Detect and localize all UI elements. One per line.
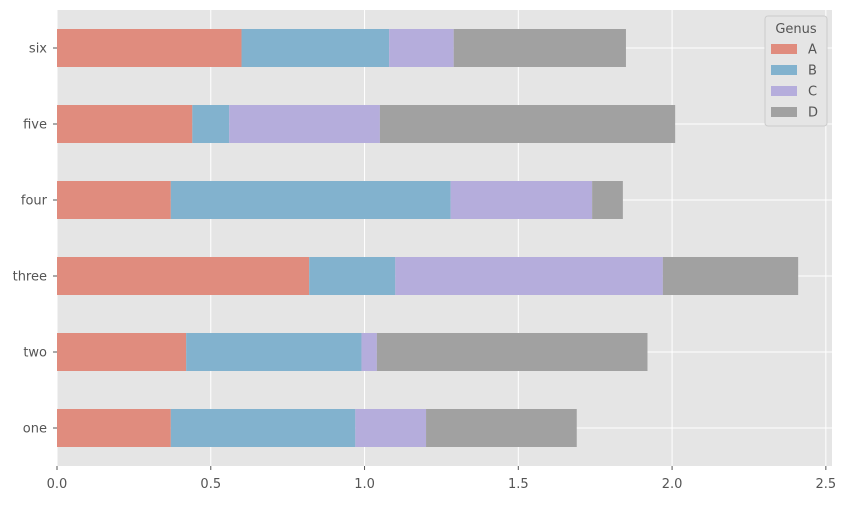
bar-one-A (57, 409, 171, 447)
bar-three-D (662, 257, 799, 295)
bar-four-D (592, 181, 623, 219)
legend-title: Genus (775, 22, 817, 37)
bar-six-B (241, 29, 390, 67)
x-tick-label: 1.0 (354, 477, 375, 492)
bar-five-B (192, 105, 230, 143)
legend-label-C: C (808, 85, 817, 100)
y-tick-label: four (21, 194, 48, 209)
bar-two-B (186, 333, 362, 371)
legend-swatch-A (771, 44, 797, 54)
bar-four-C (450, 181, 593, 219)
bar-five-A (57, 105, 193, 143)
y-tick-label: one (23, 422, 47, 437)
bars-group (57, 29, 799, 447)
bar-six-C (389, 29, 454, 67)
bar-five-C (229, 105, 380, 143)
legend-label-A: A (808, 43, 817, 58)
bar-four-A (57, 181, 171, 219)
bar-two-C (361, 333, 377, 371)
x-tick-label: 2.5 (816, 477, 837, 492)
bar-three-C (395, 257, 663, 295)
x-tick-label: 2.0 (662, 477, 683, 492)
bar-six-A (57, 29, 242, 67)
legend-label-B: B (808, 64, 817, 79)
x-tick-labels: 0.0 0.5 1.0 1.5 2.0 2.5 (47, 466, 837, 492)
bar-three-B (309, 257, 396, 295)
y-tick-label: five (23, 118, 47, 133)
legend-swatch-C (771, 86, 797, 96)
x-tick-label: 0.0 (47, 477, 68, 492)
x-tick-label: 1.5 (508, 477, 529, 492)
bar-one-B (170, 409, 356, 447)
legend-swatch-D (771, 107, 797, 117)
x-tick-label: 0.5 (200, 477, 221, 492)
bar-two-A (57, 333, 187, 371)
y-tick-label: three (13, 270, 47, 285)
y-tick-label: six (29, 42, 47, 57)
bar-three-A (57, 257, 310, 295)
y-tick-label: two (23, 346, 47, 361)
y-tick-labels: one two three four five six (13, 42, 57, 437)
bar-four-B (170, 181, 451, 219)
legend-label-D: D (808, 106, 818, 121)
bar-one-C (355, 409, 427, 447)
bar-two-D (376, 333, 648, 371)
legend-swatch-B (771, 65, 797, 75)
bar-six-D (453, 29, 626, 67)
bar-one-D (426, 409, 577, 447)
plot-area (57, 10, 832, 466)
bar-five-D (379, 105, 676, 143)
